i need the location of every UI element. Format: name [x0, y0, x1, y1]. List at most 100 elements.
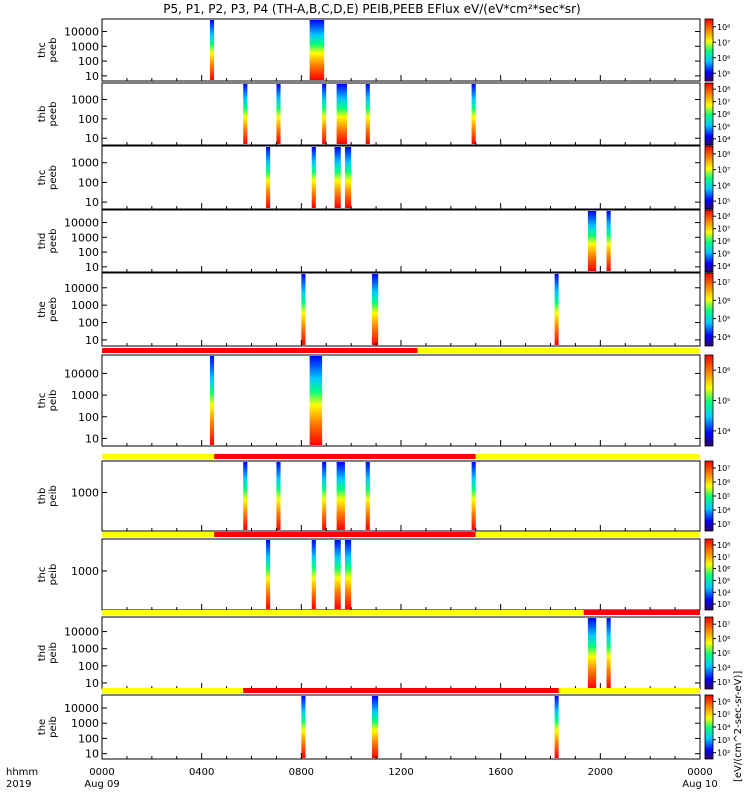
colorbar-tick-label: 10⁵	[717, 397, 730, 406]
chart-title: P5, P1, P2, P3, P4 (TH-A,B,C,D,E) PEIB,P…	[163, 2, 580, 16]
panel-frame	[101, 82, 701, 146]
panel-thb-peeb: 10 100 1000 thb peeb 10⁴ 10⁵ 10⁶ 10⁷ 10⁸	[37, 82, 730, 146]
colorbar-tick-label: 10⁴	[717, 135, 730, 144]
panel-the-peib: 10 100 1000 10000 the peib 10² 10³ 10⁴ 10⁵ 10⁶	[37, 688, 730, 761]
panel-ylabel: thc	[37, 170, 48, 186]
spectrogram-burst	[336, 462, 345, 530]
colorbar-tick-label: 10⁴	[717, 663, 730, 672]
time-axis-year-label: 2019	[6, 779, 31, 790]
time-axis-corner-label: hhmm	[6, 767, 38, 778]
panel-ylabel: thd	[37, 233, 48, 250]
y-tick-label: 100	[78, 176, 99, 189]
colorbar-tick-label: 10⁸	[717, 212, 730, 221]
panel-ylabel: peib	[48, 716, 59, 738]
time-tick-label: 0000	[89, 767, 114, 778]
colorbar-tick-label: 10⁵	[717, 69, 730, 78]
colorbar-tick-label: 10⁵	[717, 576, 730, 585]
panel-ylabel: peeb	[48, 229, 59, 254]
panel-thc-peib: 10 100 1000 10000 thc peib 10⁴ 10⁵ 10⁶	[37, 348, 730, 447]
spectrogram-burst	[344, 540, 352, 609]
panel-frame	[101, 694, 701, 760]
mode-bar-segment	[102, 688, 244, 693]
spectrogram-burst	[587, 211, 597, 271]
y-tick-label: 10	[85, 261, 99, 274]
colorbar-tick-label: 10⁶	[717, 54, 730, 63]
y-tick-label: 1000	[71, 643, 99, 656]
spectrogram-burst	[334, 540, 341, 609]
colorbar	[704, 694, 714, 760]
y-tick-label: 1000	[71, 299, 99, 312]
colorbar	[704, 272, 714, 347]
colorbar	[704, 82, 714, 146]
mode-bar-segment	[583, 610, 700, 615]
date-label: Aug 10	[682, 779, 717, 790]
mode-bar-segment	[475, 454, 700, 459]
spectrogram-burst	[322, 462, 327, 530]
colorbar-tick-label: 10⁷	[717, 620, 730, 629]
mode-bar-segment	[102, 532, 215, 537]
y-tick-label: 1000	[71, 93, 99, 106]
colorbar-tick-label: 10⁷	[717, 225, 730, 234]
colorbar-tick-label: 10³	[717, 736, 730, 745]
time-axis: hhmm 2019 0000 0400 0800 1200 1600 2000 0000Au…	[6, 767, 718, 790]
colorbar	[704, 18, 714, 82]
panel-ylabel: thc	[37, 42, 48, 58]
colorbar-tick-label: 10⁴	[717, 588, 730, 597]
colorbar-tick-label: 10⁸	[717, 541, 730, 550]
mode-bar-segment	[475, 532, 700, 537]
panel-thd-peib: 10 100 1000 10000 thd peib 10³ 10⁴ 10⁵ 10⁶ 10⁷	[37, 610, 730, 690]
y-tick-label: 10000	[64, 702, 99, 715]
colorbar-tick-label: 10⁷	[717, 38, 730, 47]
colorbar-tick-label: 10⁸	[717, 85, 730, 94]
y-tick-label: 10	[85, 70, 99, 83]
spectrogram-burst	[301, 274, 306, 345]
mode-bar-segment	[102, 610, 584, 615]
spectrogram-burst	[336, 84, 348, 144]
y-tick-label: 1000	[71, 40, 99, 53]
panel-thc-peib: 1000 thc peib 10³ 10⁴ 10⁵ 10⁶ 10⁷ 10⁸	[37, 532, 730, 611]
panel-ylabel: thb	[37, 488, 48, 505]
panel-frame	[101, 354, 701, 447]
panel-ylabel: thc	[37, 393, 48, 409]
spectrogram-burst	[309, 356, 323, 445]
y-tick-label: 10000	[64, 217, 99, 230]
mode-bar-segment	[558, 688, 700, 693]
colorbar-tick-label: 10⁵	[717, 197, 730, 206]
spectrogram-burst	[471, 462, 476, 530]
spectrogram-burst	[365, 84, 370, 144]
panel-ylabel: peeb	[48, 38, 59, 63]
colorbar	[704, 145, 714, 210]
y-tick-label: 1000	[71, 565, 99, 578]
y-tick-label: 10	[85, 334, 99, 347]
mode-bar-segment	[243, 688, 559, 693]
panel-frame	[101, 538, 701, 611]
colorbar-tick-label: 10³	[717, 678, 730, 687]
colorbar-tick-label: 10⁴	[717, 427, 730, 436]
y-tick-label: 10	[85, 432, 99, 445]
colorbar-tick-label: 10⁷	[717, 166, 730, 175]
colorbar-tick-label: 10⁵	[717, 249, 730, 258]
spectrogram-burst	[344, 147, 352, 208]
y-tick-label: 100	[78, 246, 99, 259]
colorbar-tick-label: 10⁶	[717, 110, 730, 119]
y-tick-label: 100	[78, 732, 99, 745]
colorbar-tick-label: 10⁵	[717, 710, 730, 719]
colorbar-tick-label: 10³	[717, 600, 730, 609]
time-tick-label: 0000	[687, 767, 712, 778]
spectrogram-burst	[209, 356, 215, 445]
colorbar-tick-label: 10²	[717, 749, 730, 758]
spectrogram-burst	[606, 618, 611, 688]
colorbar-tick-label: 10⁶	[717, 478, 730, 487]
colorbar-tick-label: 10³	[717, 520, 730, 529]
panel-ylabel: thd	[37, 645, 48, 662]
colorbar-tick-label: 10⁴	[717, 723, 730, 732]
spectrogram-burst	[311, 540, 316, 609]
colorbar-tick-label: 10⁷	[717, 278, 730, 287]
colorbar-tick-label: 10⁷	[717, 464, 730, 473]
y-tick-label: 1000	[71, 157, 99, 170]
panel-ylabel: thb	[37, 106, 48, 123]
mode-bar-segment	[102, 348, 418, 353]
colorbar-tick-label: 10⁸	[717, 150, 730, 159]
colorbar-unit-label: [eV/(cm^2-sec-sr-eV)]	[733, 671, 744, 782]
